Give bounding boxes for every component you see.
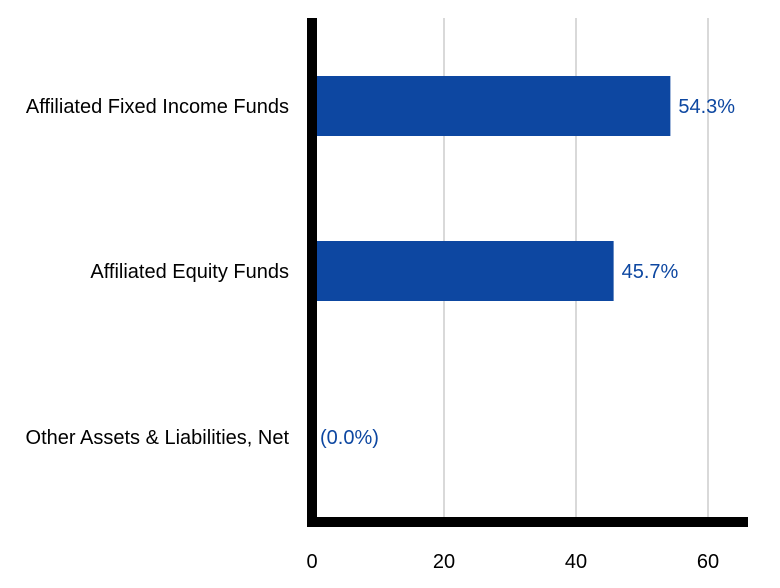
- category-label-3: Other Assets & Liabilities, Net: [26, 427, 290, 449]
- axes: [307, 18, 748, 527]
- x-tick-label-0: 0: [306, 551, 317, 573]
- bars: [317, 76, 671, 301]
- category-label-2: Affiliated Equity Funds: [90, 261, 289, 283]
- value-label-3: (0.0%): [320, 427, 379, 449]
- value-label-2: 45.7%: [622, 261, 679, 283]
- category-label-1: Affiliated Fixed Income Funds: [26, 96, 289, 118]
- x-tick-labels: 0 20 40 60: [306, 551, 719, 573]
- x-tick-label-20: 20: [433, 551, 455, 573]
- x-tick-label-40: 40: [565, 551, 587, 573]
- category-labels: Affiliated Fixed Income Funds Affiliated …: [26, 96, 290, 449]
- bar-1: [317, 76, 671, 136]
- value-labels: 54.3% 45.7% (0.0%): [320, 96, 735, 449]
- x-tick-label-60: 60: [697, 551, 719, 573]
- bar-2: [317, 241, 614, 301]
- value-label-1: 54.3%: [678, 96, 735, 118]
